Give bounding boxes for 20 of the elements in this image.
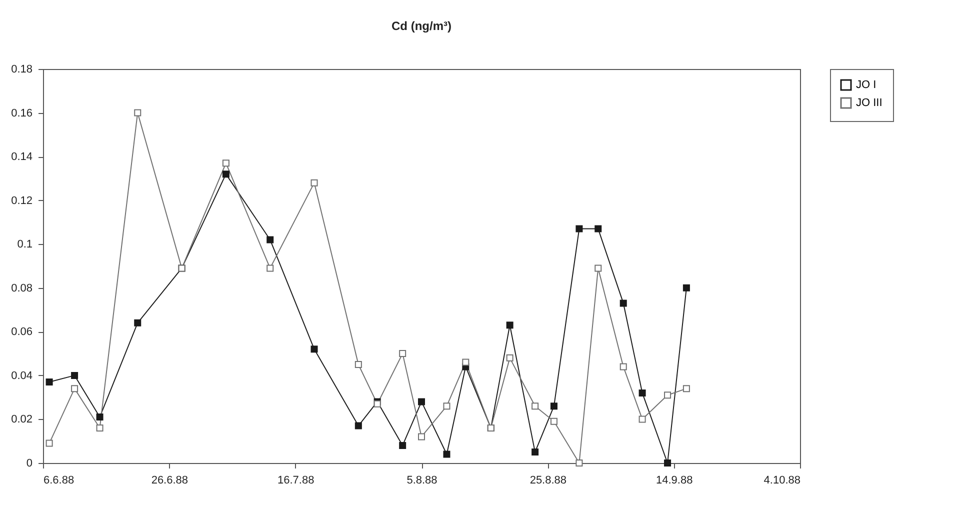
chart-title: Cd (ng/m³) [392, 19, 452, 33]
legend-label: JO I [856, 79, 876, 91]
y-tick-label: 0.14 [11, 151, 32, 164]
x-tick-label: 14.9.88 [656, 474, 693, 486]
y-tick-label: 0.02 [11, 414, 32, 426]
x-tick-label: 6.6.88 [44, 474, 74, 486]
y-tick-label: 0.06 [11, 326, 32, 338]
y-tick-label: 0.04 [11, 370, 32, 382]
x-tick-label: 26.6.88 [151, 474, 188, 486]
y-tick-label: 0.18 [11, 64, 32, 76]
x-tick-label: 4.10.88 [764, 474, 800, 486]
legend-label: JO III [856, 97, 882, 109]
y-tick-label: 0.12 [11, 194, 32, 207]
y-tick-label: 0.16 [11, 107, 32, 120]
x-tick-label: 16.7.88 [277, 474, 314, 486]
y-tick-label: 0 [26, 458, 32, 470]
y-tick-label: 0.1 [17, 238, 32, 251]
y-tick-label: 0.08 [11, 282, 32, 294]
x-tick-label: 25.8.88 [530, 474, 567, 486]
x-tick-label: 5.8.88 [406, 474, 438, 486]
